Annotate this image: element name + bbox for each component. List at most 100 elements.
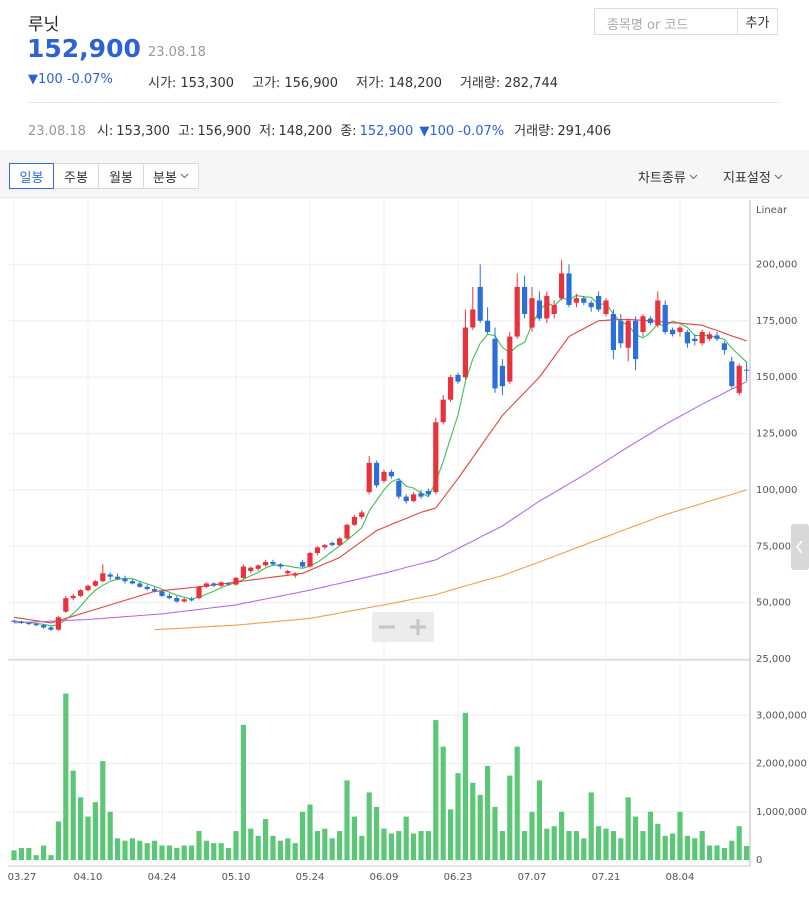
candle-body xyxy=(18,621,24,623)
candle-body xyxy=(610,313,616,351)
volume-bar xyxy=(462,712,468,860)
volume-bar xyxy=(744,845,750,860)
side-tab-bg[interactable] xyxy=(791,524,809,570)
volume-bar xyxy=(248,828,254,860)
volume-bar xyxy=(285,838,291,860)
menu[interactable]: 지표설정 xyxy=(723,167,783,186)
search-input[interactable]: 종목명 or 코드 xyxy=(594,8,738,35)
moving-average xyxy=(13,319,747,624)
candle-body xyxy=(388,471,394,477)
scale-label: Linear xyxy=(756,205,788,216)
tab[interactable]: 일봉 xyxy=(9,163,54,189)
volume-bar xyxy=(226,847,232,860)
candle-body xyxy=(78,590,84,596)
chevron xyxy=(180,173,189,179)
candle-body xyxy=(196,586,202,599)
candle-body xyxy=(240,566,246,578)
volume-bar xyxy=(522,831,528,860)
volume-bar xyxy=(181,845,187,860)
volume-bar xyxy=(707,845,713,860)
legend-item: 시: 153,300 xyxy=(97,120,170,139)
volume-bar xyxy=(514,746,520,860)
stock-name: 루닛 xyxy=(28,15,60,35)
tab[interactable]: 분봉 xyxy=(143,163,199,189)
x-tick-label: 04.24 xyxy=(148,872,177,883)
candle-body xyxy=(485,320,491,333)
candle-body xyxy=(470,309,476,328)
candle-body xyxy=(322,545,328,548)
volume-bar xyxy=(610,831,616,860)
candle-body xyxy=(507,336,513,382)
candle-body xyxy=(115,576,121,579)
candle-body xyxy=(55,617,61,630)
candle-body xyxy=(677,327,683,333)
candle-body xyxy=(100,573,106,582)
volume-bar xyxy=(684,835,690,860)
x-tick-label: 08.04 xyxy=(666,872,695,883)
volume-bar xyxy=(322,828,328,860)
candle-body xyxy=(670,329,676,335)
volume-bar xyxy=(559,811,565,860)
moving-average xyxy=(13,381,747,624)
volume-bar xyxy=(307,804,313,860)
candle-body xyxy=(418,493,424,497)
candle-body xyxy=(647,318,653,324)
candle-body xyxy=(581,298,587,303)
y-tick-label: 75,000 xyxy=(756,541,791,552)
volume-bar xyxy=(396,831,402,860)
side-tab[interactable] xyxy=(791,524,809,570)
candle-body xyxy=(499,365,505,387)
legend-item-label: 종: xyxy=(340,124,357,139)
volume-bar xyxy=(33,855,39,860)
y-tick-label: 3,000,000 xyxy=(756,710,807,721)
tab[interactable]: 월봉 xyxy=(98,163,144,189)
legend-item-value: 152,900 xyxy=(359,124,414,139)
candle-body xyxy=(63,598,69,612)
candle-body xyxy=(26,622,32,625)
menu-label: 차트종류 xyxy=(638,171,686,186)
candle-body xyxy=(551,304,557,314)
volume-bar xyxy=(211,843,217,860)
volume-bar xyxy=(536,780,542,860)
legend-item: 고: 156,900 xyxy=(178,120,251,139)
legend-change-pct: -0.07% xyxy=(458,124,505,139)
volume-bar xyxy=(277,840,283,860)
volume-bar xyxy=(425,831,431,860)
legend-item: 종: 152,900 xyxy=(340,120,413,139)
candle-body xyxy=(344,524,350,539)
candle-body xyxy=(566,273,572,305)
candle-body xyxy=(684,332,690,344)
candle-body xyxy=(729,361,735,387)
volume-bar xyxy=(470,782,476,860)
candle-body xyxy=(573,298,579,303)
volume-bar xyxy=(655,823,661,860)
zoom-controls[interactable] xyxy=(372,612,434,642)
volume-bar xyxy=(337,831,343,860)
volume-bar xyxy=(699,831,705,860)
volume-bar xyxy=(55,821,61,860)
chevron xyxy=(774,174,783,179)
grid: 25,000 50,000 75,000 100,000 125,000 150,000 1… xyxy=(8,200,807,883)
candle-body xyxy=(307,553,313,567)
add-button[interactable]: 추가 xyxy=(737,8,778,35)
menu[interactable]: 차트종류 xyxy=(638,167,698,186)
candle-body xyxy=(152,589,158,592)
volume-bar xyxy=(174,847,180,860)
candle-body xyxy=(351,516,357,525)
stat: 시가: 153,300 xyxy=(148,72,234,91)
candle-body xyxy=(655,300,661,326)
candle-body xyxy=(218,582,224,586)
candle-body xyxy=(233,577,239,585)
candle-body xyxy=(477,286,483,321)
candle-body xyxy=(403,496,409,502)
volume-bar xyxy=(721,847,727,860)
stat-label: 저가: xyxy=(356,76,385,91)
candle-body xyxy=(48,627,54,630)
volume-bar xyxy=(166,845,172,860)
legend-item: 저: 148,200 xyxy=(259,120,332,139)
tab[interactable]: 주봉 xyxy=(53,163,99,189)
change: ▼100 -0.07% xyxy=(28,72,113,87)
candle-body xyxy=(640,316,646,333)
x-tick-label: 05.10 xyxy=(222,872,251,883)
candle-body xyxy=(137,583,143,587)
